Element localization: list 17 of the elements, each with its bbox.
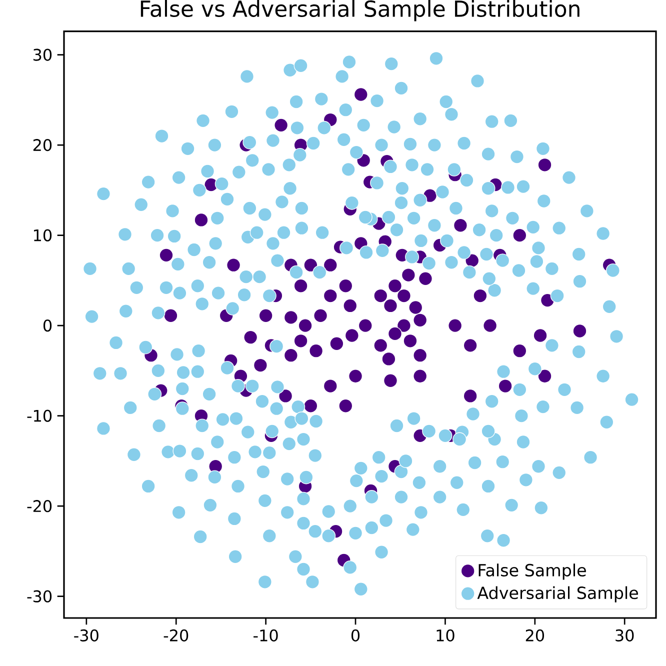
y-tick-label: -20 bbox=[27, 500, 52, 512]
y-tick-label: 10 bbox=[34, 229, 52, 242]
x-tick-label: 0 bbox=[351, 629, 360, 642]
x-tick-label: -30 bbox=[74, 629, 98, 642]
legend-label: Adversarial Sample bbox=[477, 586, 638, 602]
x-tick-label: 20 bbox=[526, 629, 544, 642]
x-tick-label: -20 bbox=[164, 629, 188, 642]
chart-title: False vs Adversarial Sample Distribution bbox=[140, 0, 580, 22]
x-tick-label: -10 bbox=[254, 629, 278, 642]
x-tick-label: 30 bbox=[616, 629, 634, 642]
y-tick-label: -10 bbox=[27, 410, 52, 422]
y-tick-label: -30 bbox=[27, 590, 52, 602]
y-tick-label: 20 bbox=[33, 139, 52, 152]
x-tick-label: 10 bbox=[436, 629, 454, 642]
y-tick-label: 30 bbox=[33, 48, 52, 61]
y-tick-label: 0 bbox=[43, 320, 52, 332]
legend-label: False Sample bbox=[478, 564, 586, 580]
